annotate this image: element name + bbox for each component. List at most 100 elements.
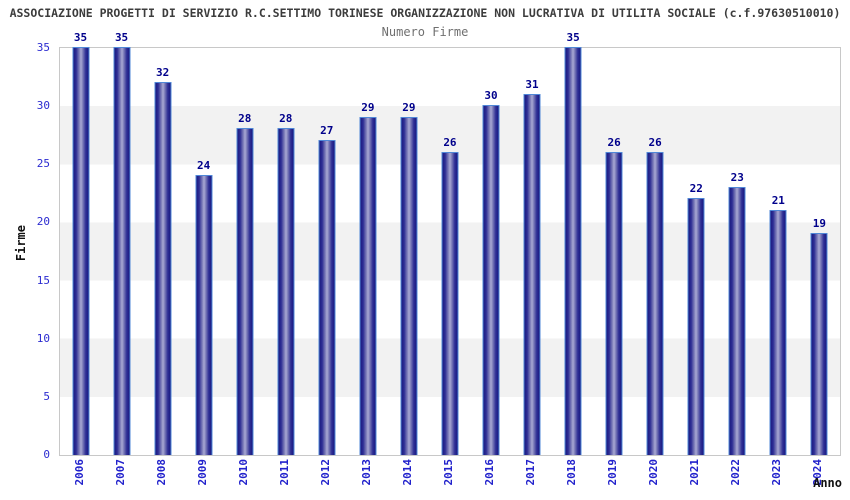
x-tick-2017: 2017 (524, 459, 538, 486)
bar-slot-2020: 26 (635, 48, 676, 455)
x-tick-2013: 2013 (359, 459, 373, 486)
bar-slot-2007: 35 (101, 31, 142, 455)
bar-value-label: 29 (402, 100, 416, 114)
bar-value-label: 24 (197, 158, 211, 172)
x-tick-2007: 2007 (113, 459, 127, 486)
bars-container: 35 35 32 24 28 28 27 29 29 26 30 31 35 26 26 22 23 21 19 (60, 31, 840, 455)
y-tick-10: 10 (36, 331, 50, 345)
bar-slot-2009: 24 (183, 48, 224, 455)
bar-value-label: 29 (361, 100, 375, 114)
chart-title: ASSOCIAZIONE PROGETTI DI SERVIZIO R.C.SE… (9, 6, 841, 20)
y-tick-20: 20 (36, 215, 50, 229)
x-label-slot: 2023 (757, 459, 798, 499)
bar-value-label: 28 (279, 112, 293, 126)
plot-area: 35 35 32 24 28 28 27 29 29 26 30 31 35 26 26 22 23 21 19 (59, 31, 841, 456)
y-tick-30: 30 (36, 99, 50, 113)
bar-2013 (359, 116, 377, 455)
chart-subtitle: Numero Firme (381, 25, 469, 39)
x-tick-2012: 2012 (318, 459, 332, 486)
bar-slot-2024: 19 (799, 48, 840, 455)
y-tick-15: 15 (36, 273, 50, 287)
bar-2006 (72, 47, 90, 455)
bar-2007 (113, 47, 131, 455)
bar-2018 (564, 47, 582, 455)
bar-2021 (687, 198, 705, 455)
x-label-slot: 2010 (223, 459, 264, 499)
x-tick-2008: 2008 (154, 459, 168, 486)
bar-value-label: 30 (484, 89, 498, 103)
bar-slot-2014: 29 (388, 48, 429, 455)
x-label-slot: 2017 (511, 459, 552, 499)
x-tick-2009: 2009 (195, 459, 209, 486)
bar-2016 (482, 105, 500, 455)
y-axis-title: Firme (14, 225, 28, 262)
bar-value-label: 32 (155, 65, 170, 79)
x-label-slot: 2012 (305, 459, 346, 499)
bar-value-label: 35 (114, 31, 129, 44)
y-tick-25: 25 (36, 157, 50, 171)
y-tick-5: 5 (43, 389, 50, 403)
bar-2017 (523, 93, 541, 455)
x-tick-2006: 2006 (72, 459, 86, 486)
bar-2010 (236, 128, 254, 455)
bar-value-label: 26 (443, 135, 457, 149)
x-label-slot: 2014 (387, 459, 428, 499)
x-label-slot: 2006 (59, 459, 100, 499)
x-tick-2011: 2011 (277, 459, 291, 486)
x-axis-title: Anno (813, 476, 842, 490)
bar-slot-2021: 22 (676, 48, 717, 455)
x-label-slot: 2018 (552, 459, 593, 499)
x-tick-2023: 2023 (770, 459, 784, 486)
bar-value-label: 27 (320, 124, 334, 138)
x-tick-2015: 2015 (441, 459, 455, 486)
bar-slot-2016: 30 (470, 48, 511, 455)
bar-2020 (646, 151, 664, 455)
x-tick-2021: 2021 (688, 459, 702, 486)
bar-2024 (810, 233, 828, 455)
bar-2022 (728, 186, 746, 455)
y-tick-35: 35 (36, 41, 50, 54)
bar-slot-2022: 23 (717, 48, 758, 455)
bar-2014 (400, 116, 418, 455)
bar-value-label: 22 (689, 182, 703, 196)
bar-slot-2012: 27 (306, 48, 347, 455)
bar-2012 (318, 140, 336, 455)
bar-slot-2008: 32 (142, 48, 183, 455)
bar-slot-2013: 29 (347, 48, 388, 455)
bar-slot-2006: 35 (60, 31, 101, 455)
x-label-slot: 2016 (469, 459, 510, 499)
bar-slot-2023: 21 (758, 48, 799, 455)
x-label-slot: 2019 (593, 459, 634, 499)
bar-slot-2010: 28 (224, 48, 265, 455)
bar-value-label: 31 (525, 77, 539, 91)
y-tick-0: 0 (43, 448, 50, 461)
x-label-slot: 2009 (182, 459, 223, 499)
x-label-slot: 2011 (264, 459, 305, 499)
bar-slot-2017: 31 (512, 48, 553, 455)
bar-value-label: 19 (812, 217, 826, 231)
bar-2023 (769, 209, 787, 455)
x-label-slot: 2007 (100, 459, 141, 499)
x-label-slot: 2020 (634, 459, 675, 499)
bar-2019 (605, 151, 623, 455)
bar-slot-2019: 26 (594, 48, 635, 455)
x-tick-2019: 2019 (606, 459, 620, 486)
bar-value-label: 23 (730, 170, 744, 184)
bar-value-label: 26 (648, 135, 662, 149)
bar-2015 (441, 151, 459, 455)
x-tick-2016: 2016 (482, 459, 496, 486)
x-tick-2020: 2020 (647, 459, 661, 486)
bar-slot-2015: 26 (429, 48, 470, 455)
bar-value-label: 28 (238, 112, 252, 126)
x-label-slot: 2022 (716, 459, 757, 499)
bar-slot-2018: 35 (553, 31, 594, 455)
bar-value-label: 26 (607, 135, 621, 149)
bar-value-label: 35 (73, 31, 88, 44)
x-axis-labels: 2006 2007 2008 2009 2010 2011 2012 2013 2014 2015… (59, 459, 839, 499)
x-label-slot: 2015 (428, 459, 469, 499)
x-label-slot: 2008 (141, 459, 182, 499)
bar-2009 (195, 174, 213, 455)
x-tick-2018: 2018 (565, 459, 579, 486)
bar-2008 (154, 81, 172, 455)
